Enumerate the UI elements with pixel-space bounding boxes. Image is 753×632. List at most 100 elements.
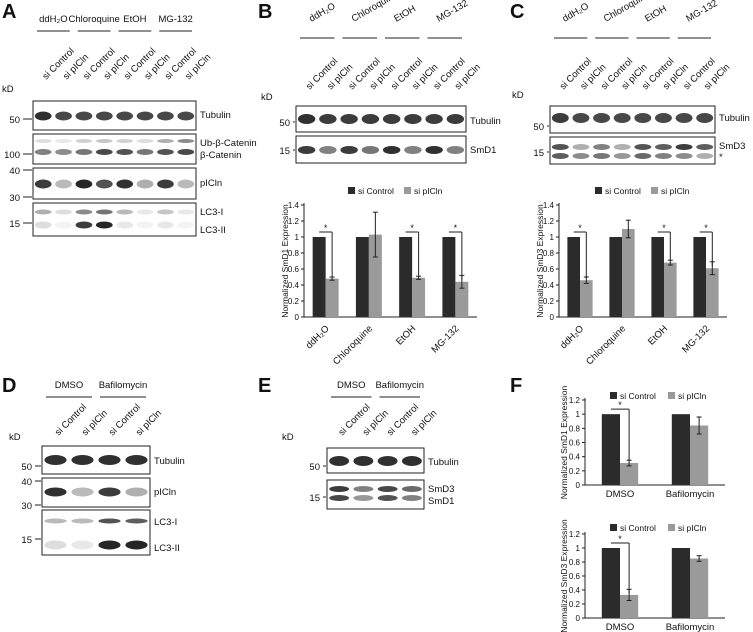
category-label: Bafilomycin xyxy=(666,489,715,500)
band-label: Tubulin xyxy=(470,116,501,127)
y-tick-label: 0.6 xyxy=(569,572,581,581)
blot-band xyxy=(613,144,631,150)
blot-band xyxy=(634,144,652,150)
mw-marker: 15 xyxy=(9,219,20,230)
blot-membrane xyxy=(326,447,425,474)
blot-band xyxy=(98,487,121,497)
band-label: LC3-I xyxy=(154,517,177,528)
blot-band xyxy=(572,144,590,150)
panel-label-d: D xyxy=(2,375,16,397)
blot-band xyxy=(675,153,693,159)
treatment-label: DMSO xyxy=(55,380,84,391)
y-tick-label: 0 xyxy=(576,481,581,490)
blot-band xyxy=(425,114,443,124)
blot-band xyxy=(353,456,374,466)
blot-band xyxy=(551,113,569,123)
treatment-label: Chloroquine xyxy=(350,0,400,25)
blot-band xyxy=(75,139,93,143)
legend-swatch xyxy=(668,524,675,531)
blot-band xyxy=(95,139,113,143)
y-tick-label: 1.2 xyxy=(569,530,581,539)
legend-label: si Control xyxy=(620,523,656,533)
mw-marker: 15 xyxy=(309,493,320,504)
category-label: DMSO xyxy=(606,622,635,632)
blot-band xyxy=(177,209,195,215)
blot-band xyxy=(177,221,195,229)
panel-label-a: A xyxy=(2,1,16,23)
kd-label: kD xyxy=(282,432,294,443)
category-label: Chloroquine xyxy=(331,323,375,367)
blot-band xyxy=(401,456,422,466)
legend-label: si Control xyxy=(358,186,394,196)
blot-band xyxy=(55,221,72,229)
legend-swatch xyxy=(404,187,411,194)
treatment-label: Bafilomycin xyxy=(375,380,424,391)
mw-marker: 40 xyxy=(21,477,32,488)
blot-band xyxy=(44,518,67,524)
blot-band xyxy=(34,221,52,229)
blot-band xyxy=(404,114,422,124)
y-axis-label: Normalized SmD1 Expression xyxy=(280,204,290,318)
mw-marker: 30 xyxy=(21,501,32,512)
legend-swatch xyxy=(651,187,658,194)
blot-band xyxy=(401,486,422,492)
panel-label-f: F xyxy=(510,375,522,397)
blot-band xyxy=(340,146,358,154)
y-tick-label: 0.6 xyxy=(288,265,300,274)
mw-marker: 15 xyxy=(279,146,290,157)
bar xyxy=(671,548,690,618)
blot-band xyxy=(425,146,443,154)
y-tick-label: 1 xyxy=(550,233,555,242)
blot-band xyxy=(116,179,134,189)
bar xyxy=(706,268,719,317)
blot-band xyxy=(177,149,195,155)
y-tick-label: 0.6 xyxy=(569,439,581,448)
blot-band xyxy=(116,111,134,121)
blot-membrane xyxy=(41,445,151,475)
blot-band xyxy=(572,153,590,159)
blot-band xyxy=(34,209,52,215)
band-label: SmD3 xyxy=(719,141,745,152)
blot-band xyxy=(377,486,398,492)
blot-band xyxy=(551,153,569,159)
blot-band xyxy=(157,149,174,155)
blot-band xyxy=(382,114,401,124)
blot-band xyxy=(613,153,631,159)
blot-band xyxy=(71,518,94,524)
kd-label: kD xyxy=(9,432,21,443)
y-tick-label: 1 xyxy=(576,410,581,419)
blot-band xyxy=(382,146,401,154)
blot-band xyxy=(44,487,67,497)
blot-membrane xyxy=(41,509,151,556)
blot-band xyxy=(377,495,398,501)
band-label: pICln xyxy=(154,487,176,498)
panel-label-e: E xyxy=(258,375,271,397)
blot-band xyxy=(71,487,94,497)
blot-band xyxy=(177,111,195,121)
legend-swatch xyxy=(668,392,675,399)
blot-membrane xyxy=(32,100,197,131)
blot-band xyxy=(44,540,67,550)
blot-band xyxy=(319,146,337,154)
blot-band xyxy=(95,179,113,189)
blot-band xyxy=(157,209,174,215)
legend-swatch xyxy=(595,187,602,194)
treatment-label: MG-132 xyxy=(684,0,719,25)
significance-mark: * xyxy=(618,400,622,410)
band-label: Tubulin xyxy=(428,457,459,468)
blot-band xyxy=(353,495,374,501)
blot-band xyxy=(55,179,72,189)
band-label: Tubulin xyxy=(719,113,750,124)
significance-mark: * xyxy=(410,223,414,233)
band-label: Ub-β-Catenin xyxy=(200,138,257,149)
category-label: MG-132 xyxy=(429,323,461,355)
y-tick-label: 1 xyxy=(295,233,300,242)
treatment-label: ddH₂O xyxy=(561,1,591,25)
bar xyxy=(325,278,339,317)
blot-band xyxy=(55,111,72,121)
mw-marker: 50 xyxy=(9,115,20,126)
y-tick-label: 0.8 xyxy=(543,249,555,258)
mw-marker: 50 xyxy=(279,118,290,129)
blot-band xyxy=(95,149,113,155)
legend-label: si pICln xyxy=(414,186,443,196)
